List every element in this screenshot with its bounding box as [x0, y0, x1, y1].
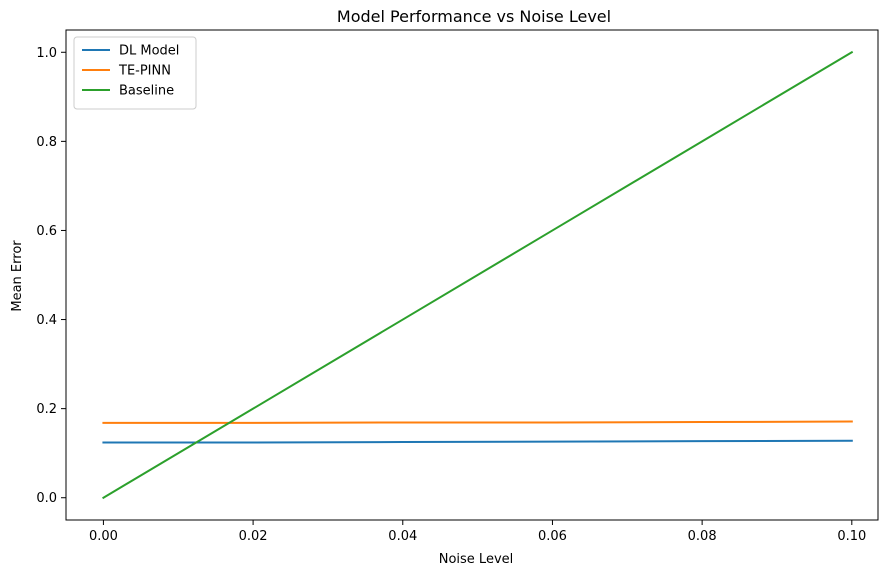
y-tick-label: 0.8	[36, 135, 57, 150]
series-line-te-pinn	[102, 420, 853, 424]
axes-frame	[65, 29, 879, 521]
legend-label-te-pinn: TE-PINN	[118, 64, 171, 79]
legend: DL Model TE-PINN Baseline	[73, 36, 197, 110]
legend-label-dl-model: DL Model	[119, 44, 179, 59]
chart-title: Model Performance vs Noise Level	[337, 7, 611, 26]
series-line-baseline	[102, 50, 854, 500]
x-tick-label: 0.08	[688, 529, 717, 544]
y-tick-label: 1.0	[36, 46, 57, 61]
x-tick-label: 0.06	[538, 529, 567, 544]
y-tick-label: 0.4	[36, 313, 57, 328]
x-tick-label: 0.00	[89, 529, 118, 544]
series-line-dl-model	[102, 439, 853, 444]
x-axis: 0.00 0.02 0.04 0.06 0.08 0.10	[89, 520, 866, 544]
x-axis-label: Noise Level	[439, 552, 514, 567]
y-tick-label: 0.0	[36, 491, 57, 506]
y-tick-label: 0.2	[36, 402, 57, 417]
legend-label-baseline: Baseline	[119, 84, 174, 99]
series-lines	[102, 50, 854, 500]
plot-area	[65, 29, 879, 521]
x-tick-label: 0.04	[388, 529, 417, 544]
y-axis-label: Mean Error	[10, 240, 25, 312]
x-tick-label: 0.02	[239, 529, 268, 544]
y-axis: 0.0 0.2 0.4 0.6 0.8 1.0	[36, 46, 66, 506]
x-tick-label: 0.10	[837, 529, 866, 544]
y-tick-label: 0.6	[36, 224, 57, 239]
